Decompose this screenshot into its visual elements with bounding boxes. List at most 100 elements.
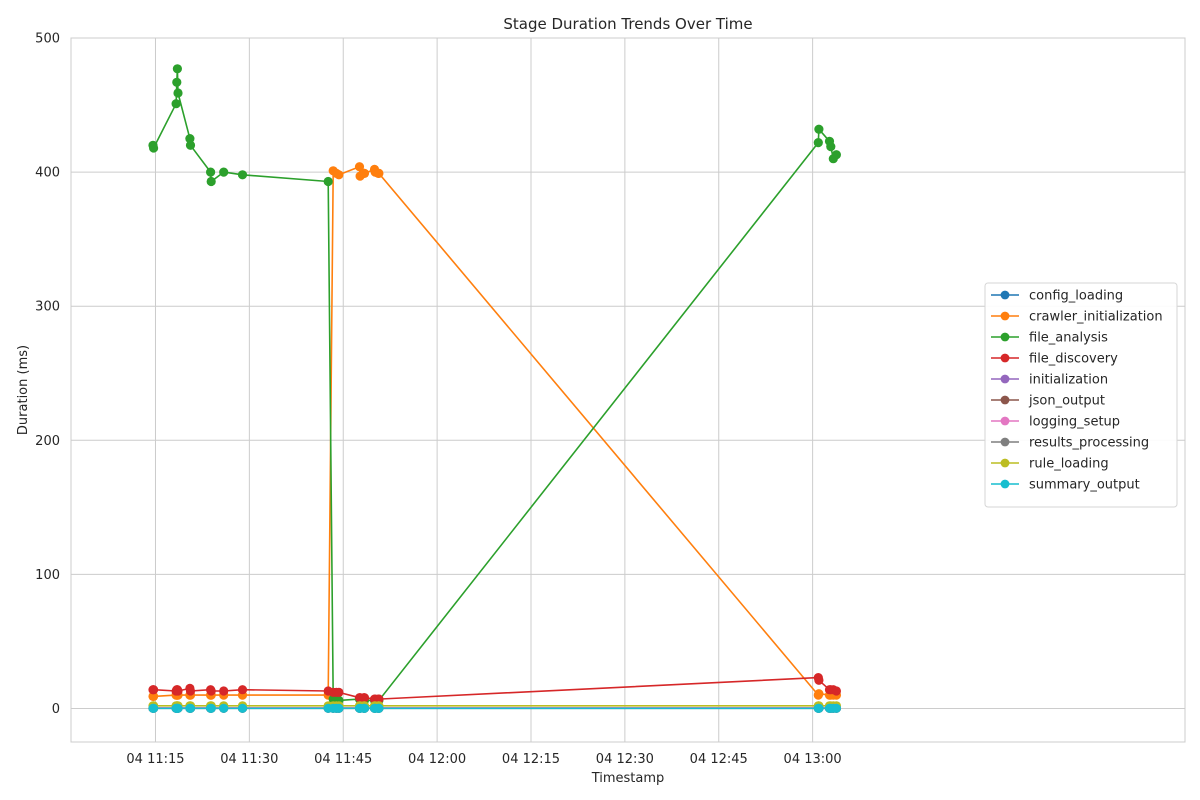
series-file_discovery [148, 673, 842, 704]
legend-label: rule_loading [1029, 457, 1109, 472]
y-tick-label: 300 [35, 300, 60, 315]
x-tick-label: 04 11:30 [220, 752, 278, 767]
legend-item-initialization: initialization [991, 373, 1108, 388]
data-point [219, 703, 229, 713]
plot-frame [70, 37, 1186, 743]
legend-marker [1000, 437, 1010, 447]
legend-label: json_output [1028, 394, 1105, 409]
legend-item-logging_setup: logging_setup [991, 415, 1120, 430]
legend-marker [1000, 332, 1010, 342]
data-point [814, 703, 824, 713]
data-point [185, 703, 196, 713]
data-point [149, 691, 159, 702]
data-point [813, 138, 823, 148]
x-tick-label: 04 11:15 [126, 752, 184, 767]
series-line [152, 68, 838, 702]
legend-item-rule_loading: rule_loading [991, 457, 1109, 472]
y-axis-ticks: 0 100 200 300 400 500 [35, 32, 60, 717]
data-point [149, 143, 159, 153]
x-tick-label: 04 12:00 [408, 752, 466, 767]
series-line [152, 165, 837, 698]
legend-item-json_output: json_output [991, 394, 1105, 409]
data-point [814, 675, 824, 685]
data-point [172, 64, 182, 74]
data-point [171, 99, 181, 109]
data-point [354, 162, 365, 172]
data-point [149, 703, 159, 713]
data-point [206, 703, 216, 713]
series-file_analysis [148, 64, 842, 706]
data-point [173, 88, 183, 98]
series-layer [148, 64, 842, 713]
data-point [814, 124, 824, 134]
x-tick-label: 04 12:45 [690, 752, 748, 767]
y-tick-label: 200 [35, 434, 60, 449]
x-tick-label: 04 13:00 [784, 752, 842, 767]
data-point [237, 685, 248, 695]
x-tick-label: 04 11:45 [314, 752, 372, 767]
legend-marker [1000, 416, 1010, 426]
data-point [831, 686, 842, 696]
x-tick-label: 04 12:30 [596, 752, 654, 767]
legend-label: logging_setup [1029, 415, 1120, 430]
y-tick-label: 100 [35, 568, 60, 583]
legend-item-summary_output: summary_output [991, 478, 1140, 493]
data-point [814, 689, 824, 699]
data-point [206, 167, 216, 177]
legend-marker [1000, 290, 1010, 300]
legend-label: crawler_initialization [1029, 310, 1163, 325]
data-point [206, 176, 216, 187]
y-tick-label: 0 [52, 702, 60, 717]
series-summary_output [148, 703, 842, 713]
legend-label: results_processing [1029, 436, 1149, 451]
data-point [359, 693, 370, 703]
legend-label: summary_output [1029, 478, 1140, 493]
data-point [185, 134, 195, 144]
legend-label: file_discovery [1029, 352, 1118, 367]
x-axis-label: Timestamp [591, 771, 665, 786]
legend-item-results_processing: results_processing [991, 436, 1149, 451]
data-point [173, 686, 183, 696]
data-point [219, 686, 229, 696]
chart-title: Stage Duration Trends Over Time [503, 15, 752, 33]
data-point [374, 168, 384, 178]
legend-marker [1000, 458, 1010, 468]
data-point [334, 170, 344, 180]
series-crawler_initialization [148, 162, 842, 702]
legend-marker [1000, 353, 1010, 363]
data-point [149, 685, 159, 695]
data-point [359, 168, 370, 178]
legend-item-file_discovery: file_discovery [991, 352, 1118, 367]
legend-marker [1000, 311, 1010, 321]
legend-item-file_analysis: file_analysis [991, 331, 1108, 346]
legend-box [984, 282, 1178, 508]
legend: config_loading crawler_initializationfile… [984, 282, 1178, 508]
data-point [185, 140, 196, 150]
data-point [334, 703, 344, 713]
legend-marker [1000, 374, 1010, 384]
data-point [334, 687, 344, 698]
data-point [374, 703, 384, 713]
data-point [185, 686, 196, 696]
data-point [206, 686, 216, 696]
data-point [172, 77, 182, 87]
data-point [323, 176, 333, 187]
data-point [374, 694, 384, 704]
legend-label: file_analysis [1029, 331, 1108, 346]
legend-label: initialization [1029, 373, 1108, 388]
x-tick-label: 04 12:15 [502, 752, 560, 767]
data-point [359, 703, 370, 713]
data-point [219, 167, 229, 177]
y-tick-label: 500 [35, 32, 60, 47]
legend-item-config_loading: config_loading [991, 289, 1123, 304]
data-point [826, 142, 836, 152]
x-axis-ticks: 04 11:15 04 11:30 04 11:45 04 12:00 04 12:15… [126, 752, 841, 767]
data-point [831, 150, 842, 160]
legend-item-crawler_initialization: crawler_initialization [991, 310, 1163, 325]
data-point [237, 703, 248, 713]
data-point [237, 170, 248, 180]
y-tick-label: 400 [35, 166, 60, 181]
legend-marker [1000, 395, 1010, 405]
data-point [173, 703, 183, 713]
